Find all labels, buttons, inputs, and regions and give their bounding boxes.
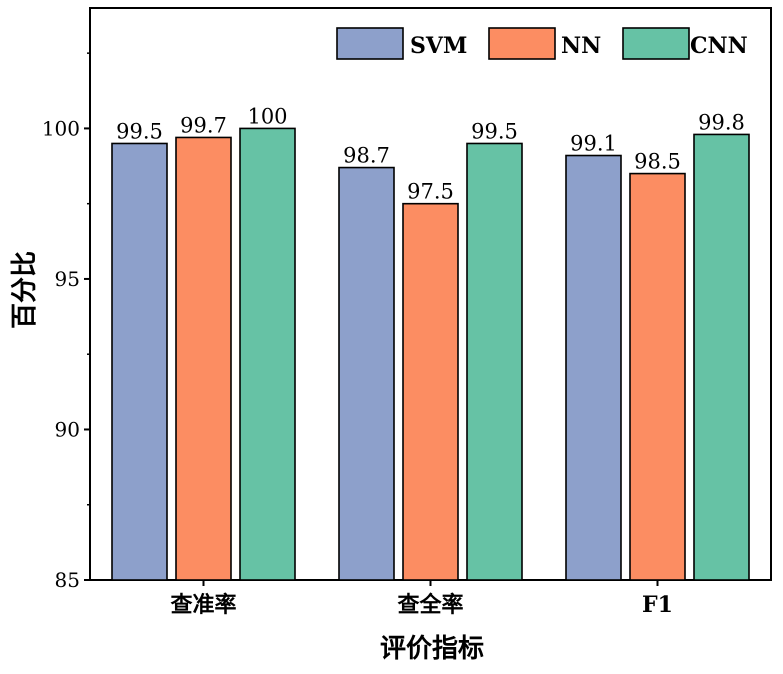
x-axis: 查准率 查全率 F1 bbox=[170, 580, 673, 618]
x-tick-label-2: 查全率 bbox=[397, 592, 463, 618]
data-label-cnn-3: 99.8 bbox=[698, 110, 745, 134]
bar-svm-3 bbox=[565, 154, 622, 581]
x-tick-label-3: F1 bbox=[642, 592, 673, 618]
legend-label-svm: SVM bbox=[410, 33, 467, 59]
bar-nn-2 bbox=[402, 202, 459, 581]
legend-swatch-nn bbox=[488, 27, 556, 60]
bar-nn-3 bbox=[629, 172, 686, 581]
data-label-nn-3: 98.5 bbox=[634, 150, 681, 174]
data-label-svm-2: 98.7 bbox=[343, 144, 390, 168]
y-axis: 85 90 95 100 bbox=[42, 52, 90, 592]
legend-label-cnn: CNN bbox=[690, 33, 748, 59]
data-label-cnn-2: 99.5 bbox=[471, 119, 518, 143]
y-tick-label-100: 100 bbox=[42, 116, 80, 140]
y-axis-title: 百分比 bbox=[10, 251, 40, 329]
bar-cnn-3 bbox=[693, 133, 750, 581]
y-tick-label-95: 95 bbox=[55, 267, 80, 291]
bar-cnn-1 bbox=[239, 127, 296, 581]
data-label-nn-2: 97.5 bbox=[407, 180, 454, 204]
legend-swatch-cnn bbox=[622, 27, 690, 60]
data-label-nn-1: 99.7 bbox=[180, 113, 227, 137]
data-label-svm-3: 99.1 bbox=[570, 132, 617, 156]
y-tick-label-85: 85 bbox=[55, 568, 80, 592]
bar-svm-2 bbox=[338, 166, 395, 581]
data-label-cnn-1: 100 bbox=[247, 104, 287, 128]
x-axis-title: 评价指标 bbox=[380, 634, 484, 664]
bar-svm-1 bbox=[111, 142, 168, 581]
legend-swatch-svm bbox=[336, 27, 404, 60]
data-label-svm-1: 99.5 bbox=[116, 119, 163, 143]
y-tick-label-90: 90 bbox=[55, 417, 80, 441]
bar-nn-1 bbox=[175, 136, 232, 581]
x-tick-label-1: 查准率 bbox=[170, 592, 236, 618]
legend: SVM NN CNN bbox=[336, 27, 748, 60]
bar-cnn-2 bbox=[466, 142, 523, 581]
legend-label-nn: NN bbox=[561, 33, 601, 59]
data-labels: 99.5 99.7 100 98.7 97.5 99.5 99.1 98.5 99.8 bbox=[116, 104, 745, 203]
